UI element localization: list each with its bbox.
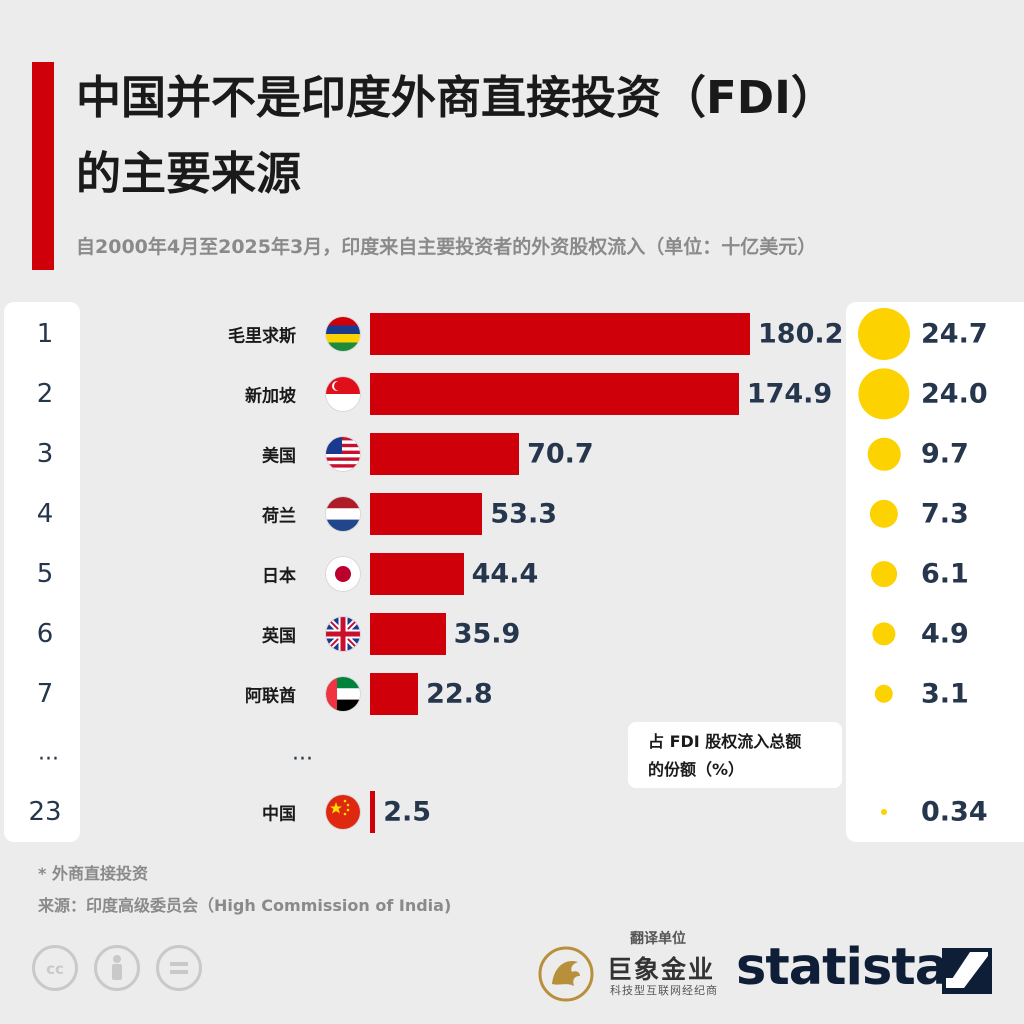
china-flag-icon (326, 795, 360, 829)
bar (370, 613, 446, 655)
bar (370, 493, 483, 535)
share-label: 7.3 (921, 498, 969, 530)
share-label: 24.7 (921, 318, 988, 350)
country-label: 中国 (262, 804, 296, 825)
share-legend-line-2: 的份额（%） (648, 760, 745, 779)
japan-flag-icon (326, 557, 360, 591)
rank-label: 23 (28, 797, 62, 827)
bar (370, 791, 376, 833)
country-label: 毛里求斯 (228, 326, 296, 347)
share-label: 6.1 (921, 558, 969, 590)
chart-title: 中国并不是印度外商直接投资（FDI） 的主要来源 (76, 60, 996, 212)
share-dot (871, 561, 897, 587)
share-dot (880, 808, 888, 816)
share-dot (867, 437, 901, 471)
rank-panel (4, 302, 80, 842)
translator-label: 翻译单位 (630, 931, 686, 947)
creative-commons-icon[interactable]: cc (32, 945, 78, 991)
data-label: 180.2 (758, 318, 844, 350)
bar (370, 553, 464, 595)
attribution-icon[interactable] (94, 945, 140, 991)
share-dot (858, 368, 910, 420)
country-gap-marker: ... (292, 740, 313, 766)
uk-flag-icon (326, 617, 360, 651)
share-dot (858, 308, 910, 360)
data-label: 70.7 (527, 438, 594, 470)
lion-logo-icon (538, 946, 594, 1002)
rank-label: 5 (36, 559, 54, 589)
svg-text:cc: cc (46, 960, 64, 978)
country-label: 美国 (262, 446, 296, 467)
rank-label: 1 (36, 319, 54, 349)
share-label: 3.1 (921, 678, 969, 710)
share-dot (872, 622, 896, 646)
source-note: 来源：印度高级委员会（High Commission of India) (38, 896, 452, 915)
share-dot (874, 684, 894, 704)
country-label: 新加坡 (245, 386, 296, 407)
share-legend: 占 FDI 股权流入总额 的份额（%） (628, 722, 842, 788)
title-line-2: 的主要来源 (76, 147, 302, 200)
share-legend-line-1: 占 FDI 股权流入总额 (648, 732, 802, 751)
data-label: 35.9 (453, 618, 521, 650)
rank-label: 2 (36, 379, 54, 409)
no-derivatives-icon[interactable] (156, 945, 202, 991)
share-label: 9.7 (921, 438, 969, 470)
translator-name: 巨象金业 (607, 955, 716, 984)
bar (370, 673, 419, 715)
rank-label: 7 (36, 679, 54, 709)
bar (370, 433, 520, 475)
mauritius-flag-icon (326, 317, 360, 351)
rank-label: 4 (36, 499, 54, 529)
uae-flag-icon (326, 677, 360, 711)
country-label: 荷兰 (262, 506, 296, 527)
rank-label: 6 (36, 619, 54, 649)
rank-gap-marker: ... (38, 740, 59, 766)
data-label: 2.5 (383, 796, 432, 828)
statista-mark-icon (942, 948, 992, 994)
share-dot (869, 499, 899, 529)
data-label: 22.8 (426, 678, 493, 710)
country-label: 英国 (262, 626, 296, 647)
statista-logo[interactable]: statista (736, 938, 949, 997)
title-line-1: 中国并不是印度外商直接投资（FDI） (76, 71, 836, 124)
country-label: 阿联酋 (245, 686, 296, 707)
country-label: 日本 (262, 566, 296, 587)
netherlands-flag-icon (326, 497, 360, 531)
data-label: 174.9 (746, 378, 833, 410)
data-label: 44.4 (471, 558, 539, 590)
chart-subtitle: 自2000年4月至2025年3月，印度来自主要投资者的外资股权流入（单位：十亿美… (76, 236, 817, 258)
data-label: 53.3 (490, 498, 558, 530)
bar (370, 373, 739, 415)
share-label: 4.9 (921, 618, 969, 650)
bar (370, 313, 750, 355)
usa-flag-icon (326, 437, 360, 471)
footnote: * 外商直接投资 (38, 864, 148, 883)
title-accent-bar (32, 62, 54, 270)
singapore-flag-icon (326, 377, 360, 411)
translator-tagline: 科技型互联网经纪商 (610, 984, 718, 997)
share-label: 0.34 (921, 796, 988, 828)
rank-label: 3 (36, 439, 54, 469)
share-label: 24.0 (921, 378, 988, 410)
